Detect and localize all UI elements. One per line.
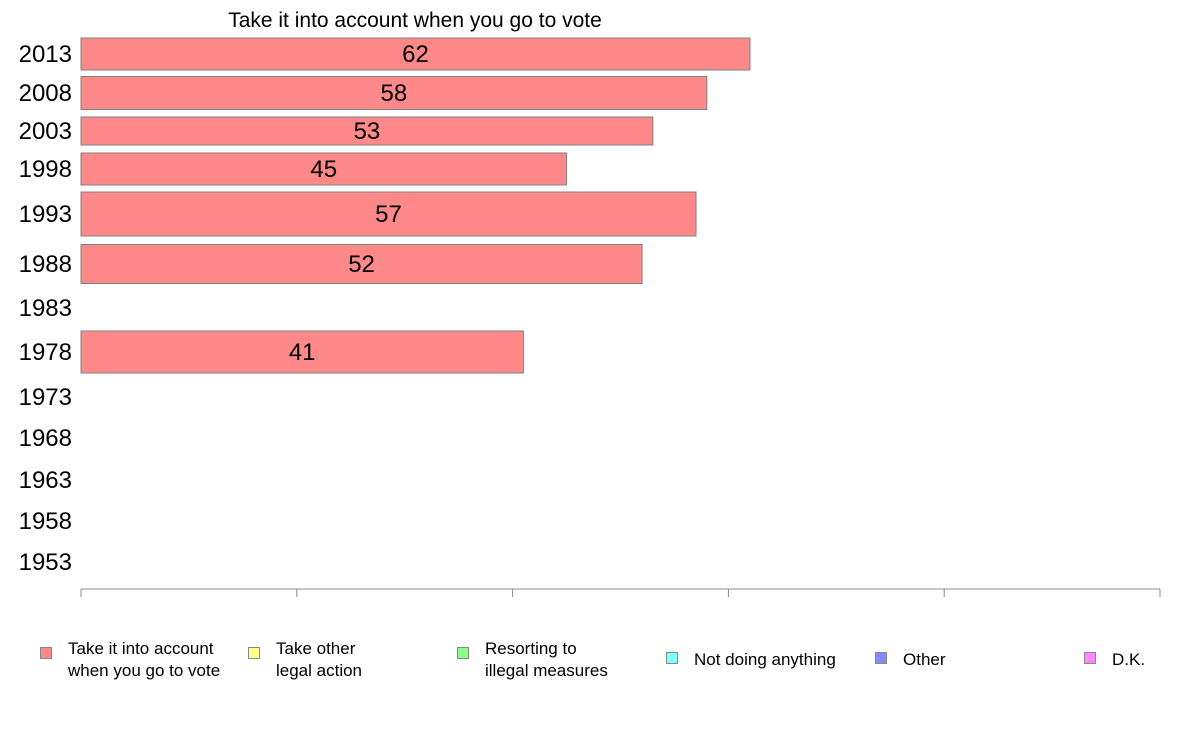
legend-swatch [875, 652, 887, 664]
legend-label: Not doing anything [694, 650, 836, 669]
bar-value-label: 52 [348, 251, 375, 278]
legend-swatch [40, 647, 52, 659]
y-tick-label: 2008 [19, 80, 72, 107]
legend-label: Other [903, 650, 946, 669]
bar [80, 152, 568, 186]
y-tick-label: 1973 [19, 384, 72, 411]
legend: Take it into account when you go to vote… [0, 638, 1188, 698]
bar [80, 191, 697, 237]
legend-swatch [457, 647, 469, 659]
y-tick-label: 1988 [19, 251, 72, 278]
legend-item: D.K. [1084, 638, 1145, 671]
y-tick-label: 1983 [19, 295, 72, 322]
y-tick-label: 1998 [19, 156, 72, 183]
legend-swatch [666, 652, 678, 664]
legend-item: Not doing anything [666, 638, 836, 671]
bar [80, 37, 751, 71]
y-tick-label: 1963 [19, 467, 72, 494]
legend-item: Take other legal action [248, 638, 362, 682]
bar-value-label: 62 [402, 41, 429, 68]
y-tick-label: 2013 [19, 41, 72, 68]
legend-swatch [248, 647, 260, 659]
legend-swatch [1084, 652, 1096, 664]
bar-value-label: 41 [289, 339, 316, 366]
bar-chart: Take it into account when you go to vote… [19, 9, 1161, 597]
bar [80, 330, 524, 374]
y-tick-label: 1978 [19, 339, 72, 366]
bar-value-label: 45 [310, 156, 337, 183]
legend-item: Other [875, 638, 946, 671]
bar [80, 244, 643, 284]
legend-item: Resorting to illegal measures [457, 638, 608, 682]
legend-label: Take it into account when you go to vote [68, 639, 221, 680]
bar-value-label: 53 [354, 118, 381, 145]
bar [80, 76, 708, 110]
y-tick-label: 2003 [19, 118, 72, 145]
legend-item: Take it into account when you go to vote [40, 638, 220, 682]
legend-label: Resorting to illegal measures [485, 639, 608, 680]
y-tick-label: 1958 [19, 508, 72, 535]
y-tick-label: 1968 [19, 425, 72, 452]
y-tick-label: 1953 [19, 549, 72, 576]
bar-value-label: 57 [375, 201, 402, 228]
legend-label: Take other legal action [276, 639, 363, 680]
y-tick-label: 1993 [19, 201, 72, 228]
bar [80, 116, 654, 146]
legend-label: D.K. [1112, 650, 1146, 669]
bar-value-label: 58 [381, 80, 408, 107]
chart-title: Take it into account when you go to vote [228, 9, 602, 32]
